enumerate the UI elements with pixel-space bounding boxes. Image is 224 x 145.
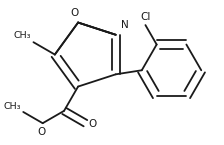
Text: O: O (89, 119, 97, 129)
Text: O: O (71, 8, 79, 18)
Text: CH₃: CH₃ (4, 102, 21, 111)
Text: N: N (121, 20, 129, 30)
Text: Cl: Cl (140, 12, 151, 22)
Text: O: O (37, 127, 46, 137)
Text: CH₃: CH₃ (14, 31, 31, 40)
